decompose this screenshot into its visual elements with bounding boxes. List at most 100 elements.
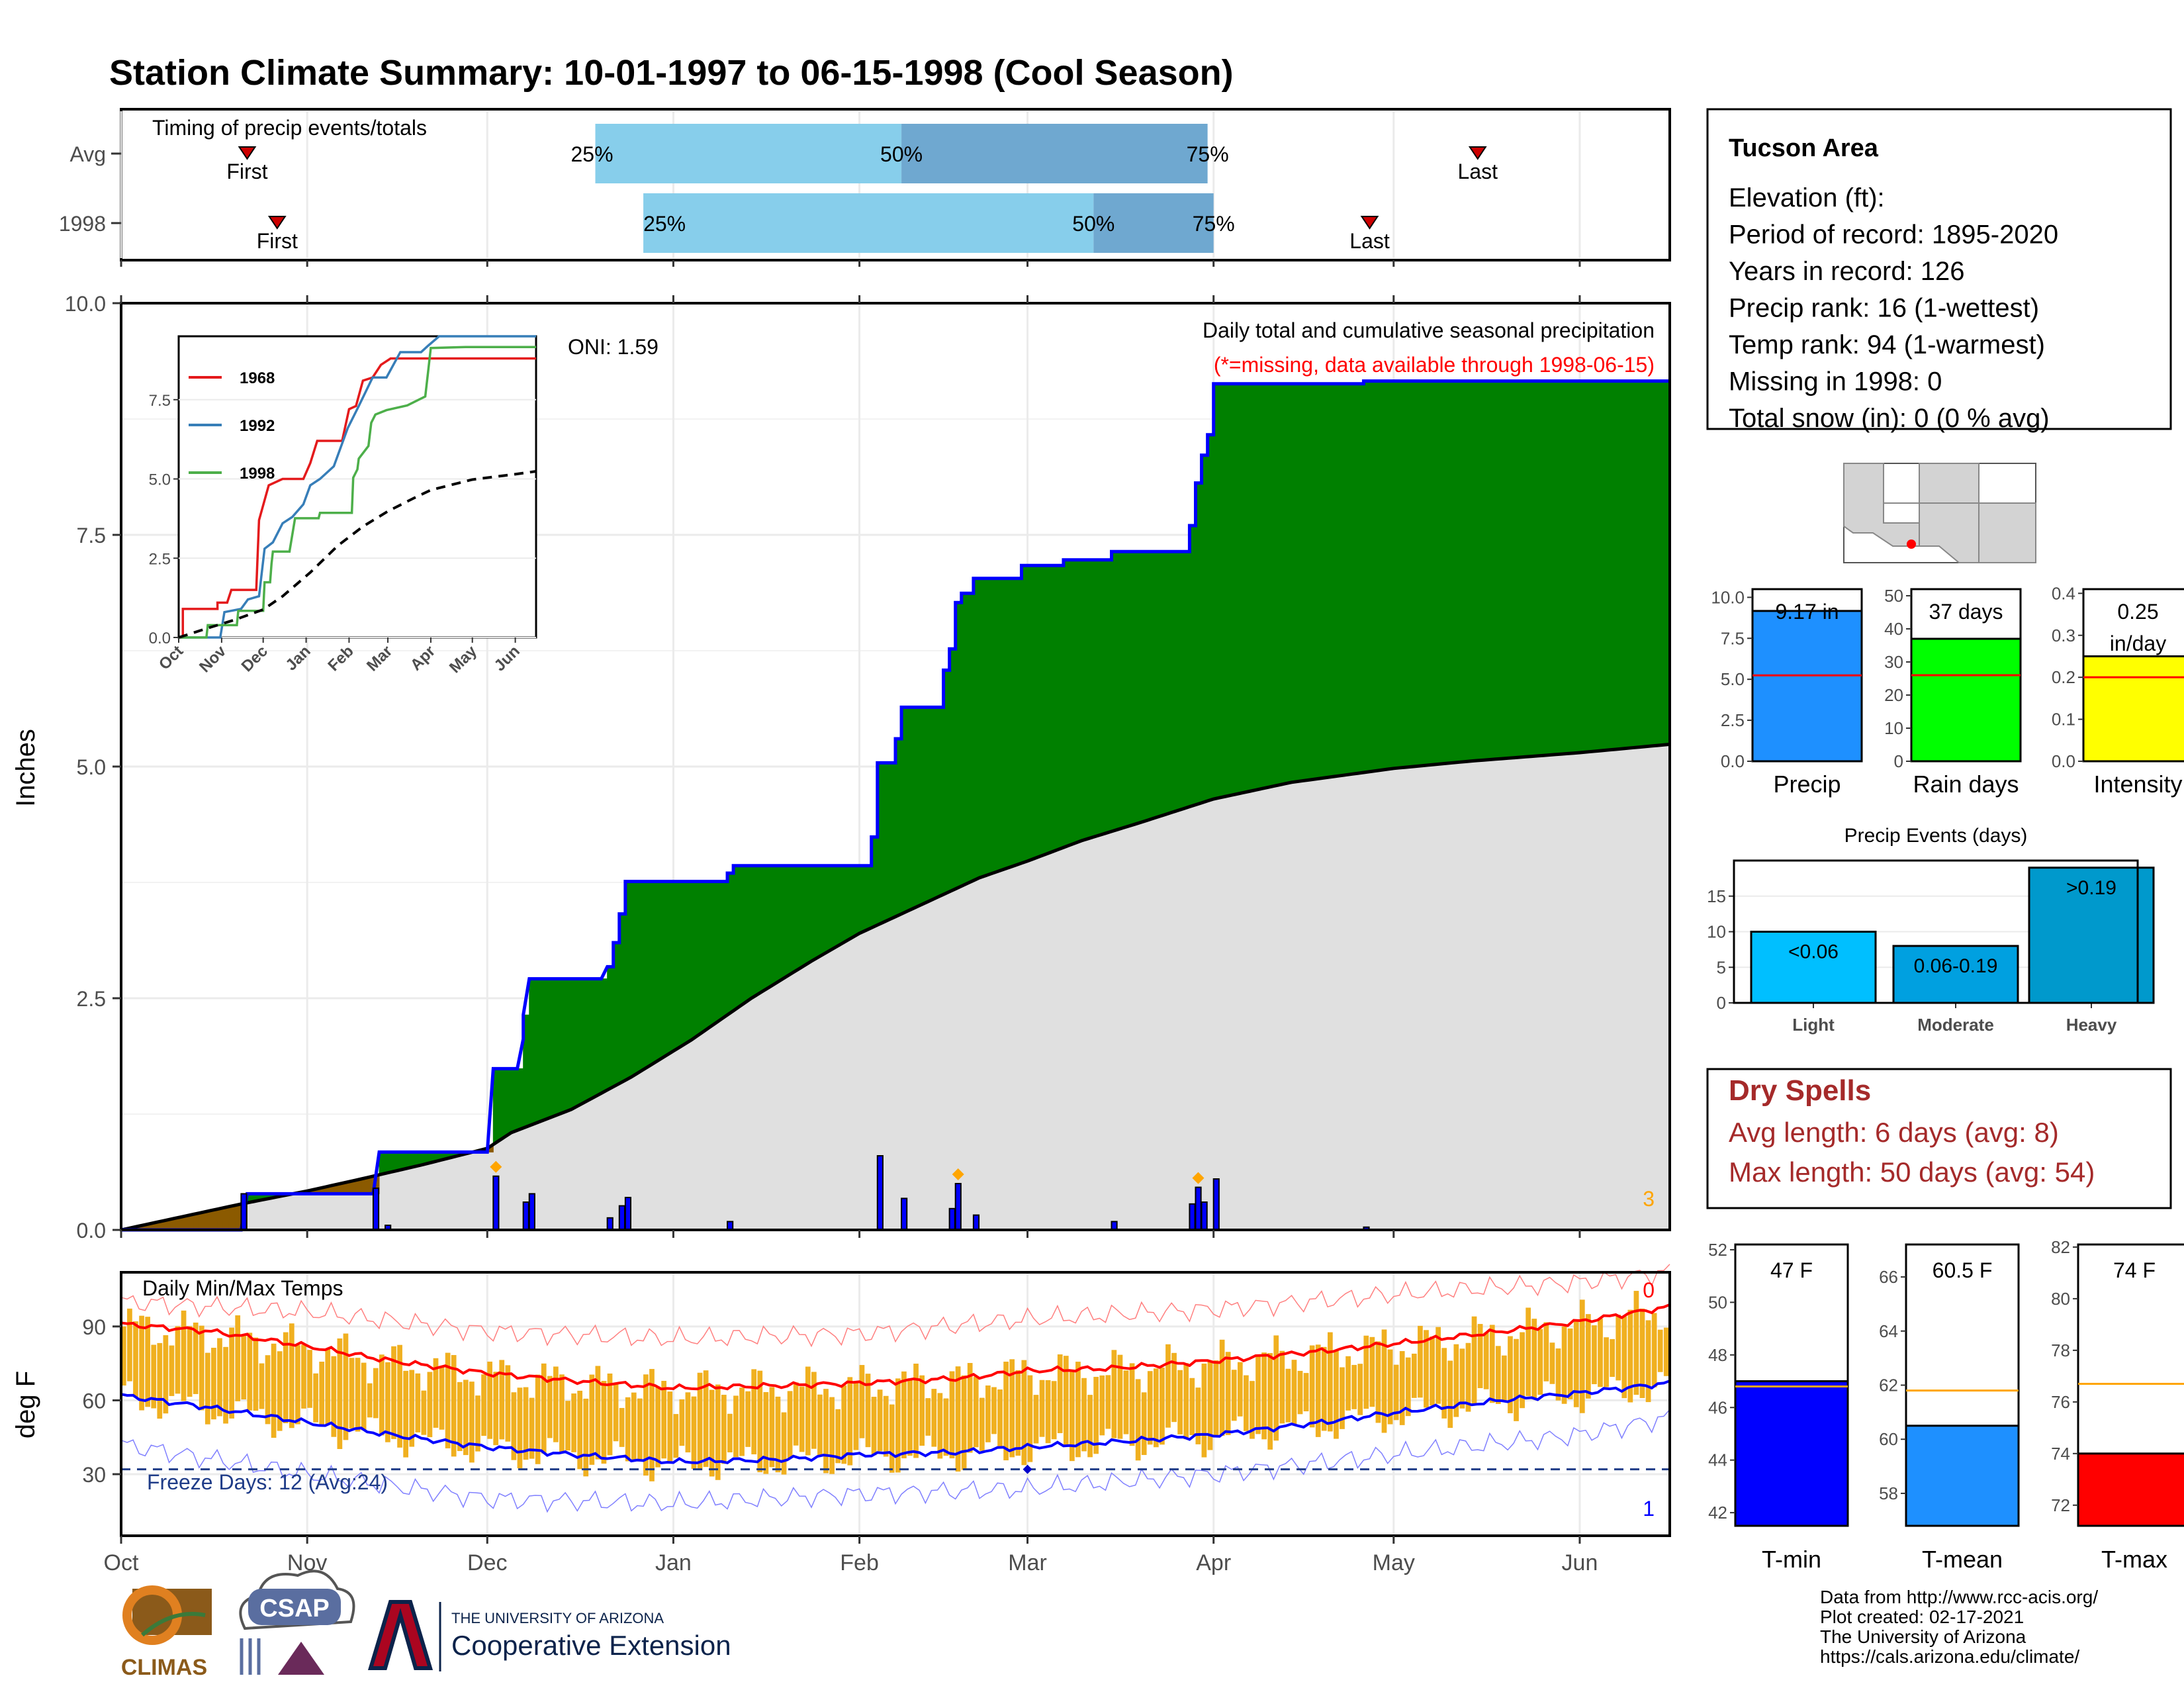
- daily-temp-bar: [1340, 1367, 1345, 1429]
- daily-temp-bar: [553, 1366, 559, 1442]
- month-label: Jun: [1562, 1550, 1598, 1575]
- daily-temp-bar: [493, 1372, 499, 1446]
- ua-a-mark: [367, 1600, 433, 1670]
- daily-temp-bar: [1477, 1324, 1483, 1389]
- events-title: Precip Events (days): [1844, 825, 2028, 847]
- daily-temp-bar: [391, 1346, 396, 1439]
- credit-line: Plot created: 02-17-2021: [1820, 1607, 2024, 1627]
- freeze-marker: [1023, 1464, 1032, 1474]
- daily-temp-bar: [931, 1389, 937, 1447]
- daily-temp-bar: [451, 1355, 457, 1457]
- events-ytick-label: 10: [1707, 922, 1726, 942]
- station-detail: Missing in 1998: 0: [1729, 367, 1942, 397]
- temp-xlabel: T-min: [1762, 1546, 1821, 1573]
- daily-temp-bar: [1651, 1313, 1657, 1387]
- daily-temp-bar: [367, 1383, 373, 1418]
- daily-precip-bar: [618, 1205, 625, 1231]
- timing-bar-25-50: [643, 193, 1094, 253]
- daily-temp-bar: [319, 1362, 325, 1427]
- temp-bar: [1734, 1380, 1849, 1527]
- daily-temp-bar: [793, 1382, 799, 1446]
- daily-temp-bar: [697, 1372, 703, 1471]
- inset-series-1998: [179, 346, 536, 639]
- daily-temp-bar: [499, 1360, 505, 1440]
- daily-precip-bar: [372, 1188, 380, 1231]
- daily-temp-bar: [1508, 1336, 1513, 1413]
- daily-temp-bar: [751, 1369, 757, 1454]
- daily-temp-bar: [229, 1327, 234, 1419]
- daily-temp-bar: [1537, 1329, 1543, 1395]
- season-ytick-label: 40: [1884, 619, 1903, 639]
- daily-temp-bar: [727, 1413, 733, 1453]
- daily-temp-bar: [343, 1333, 349, 1440]
- daily-temp-bar: [1244, 1375, 1249, 1431]
- climas-logo-text: CLIMAS: [121, 1655, 207, 1680]
- daily-temp-bar: [883, 1395, 889, 1457]
- temperature-bars: 42 44 46 48 50 52 47 F T-min 58 60 62 64 66 60.5 F T-m…: [1708, 1237, 2184, 1573]
- daily-temp-bar: [913, 1364, 919, 1458]
- events-bar-label: 0.06-0.19: [1914, 955, 1998, 977]
- daily-temp-bar: [787, 1391, 793, 1458]
- daily-temp-bar: [409, 1370, 415, 1447]
- daily-temp-bar: [415, 1373, 421, 1432]
- daily-temp-bar: [1598, 1318, 1603, 1387]
- dry-spells-max: Max length: 50 days (avg: 54): [1729, 1156, 2095, 1188]
- daily-temp-bar: [1561, 1326, 1567, 1404]
- daily-temp-bar: [481, 1374, 486, 1436]
- temp-bar-ytick-label: 64: [1879, 1321, 1898, 1341]
- daily-temp-bar: [259, 1363, 265, 1409]
- daily-temp-bar: [1579, 1299, 1585, 1413]
- daily-temp-bar: [1369, 1336, 1375, 1407]
- dry-spells-frame: [1706, 1068, 2172, 1209]
- daily-temp-bar: [1657, 1329, 1663, 1372]
- events-ytick-label: 0: [1717, 993, 1726, 1013]
- daily-temp-bar: [541, 1363, 547, 1454]
- daily-temp-bar: [1309, 1345, 1315, 1428]
- daily-precip-bar: [624, 1197, 632, 1231]
- temp-bar-ytick-label: 42: [1708, 1503, 1727, 1523]
- season-xlabel: Precip: [1773, 771, 1841, 798]
- daily-temp-bar: [1111, 1350, 1117, 1438]
- daily-temp-bar: [1201, 1363, 1207, 1458]
- daily-temp-bar: [997, 1389, 1003, 1446]
- events-ytick-label: 5: [1717, 957, 1726, 977]
- season-ytick-label: 0.0: [2052, 751, 2075, 771]
- season-ytick-label: 7.5: [1721, 628, 1745, 648]
- daily-temp-bar: [313, 1373, 318, 1423]
- temp-ytick-label: 60: [82, 1389, 106, 1413]
- daily-temp-bar: [325, 1348, 331, 1425]
- daily-temp-bar: [1099, 1375, 1105, 1436]
- missing-day-marker: [952, 1168, 964, 1180]
- daily-temp-bar: [157, 1342, 163, 1419]
- inset-frame: [177, 335, 537, 639]
- daily-temp-bar: [577, 1390, 583, 1470]
- daily-temp-bar: [1057, 1354, 1063, 1434]
- average-cumulative-line: [120, 742, 1670, 1232]
- daily-temp-bar: [733, 1395, 739, 1458]
- temp-bar-ytick-label: 60: [1879, 1429, 1898, 1449]
- season-ytick-label: 10: [1884, 718, 1903, 738]
- daily-temp-bar: [487, 1361, 492, 1439]
- temp-bar-ytick-label: 76: [2051, 1392, 2070, 1412]
- daily-temp-bar: [163, 1335, 169, 1414]
- daily-temp-bar: [1213, 1360, 1219, 1436]
- daily-temp-bar: [1177, 1370, 1183, 1434]
- missing-count: 3: [1643, 1187, 1655, 1211]
- daily-temp-bar: [1231, 1370, 1237, 1421]
- daily-temp-bar: [265, 1355, 271, 1425]
- events-category-label: Light: [1792, 1015, 1835, 1035]
- daily-temp-bar: [1393, 1364, 1399, 1421]
- daily-temp-bar: [1604, 1337, 1609, 1387]
- daily-temp-bar: [1627, 1309, 1633, 1403]
- daily-temp-bar: [1525, 1307, 1531, 1397]
- station-detail: Period of record: 1895-2020: [1729, 220, 2058, 250]
- daily-temp-bar: [1424, 1330, 1429, 1408]
- daily-temp-bar: [1375, 1341, 1381, 1423]
- daily-temp-bar: [1633, 1291, 1639, 1395]
- temp-bar-ytick-label: 48: [1708, 1345, 1727, 1365]
- daily-temp-bar: [667, 1391, 673, 1463]
- daily-temp-bar: [349, 1358, 355, 1429]
- daily-precip-bar: [606, 1217, 614, 1231]
- daily-temp-bar: [559, 1374, 565, 1453]
